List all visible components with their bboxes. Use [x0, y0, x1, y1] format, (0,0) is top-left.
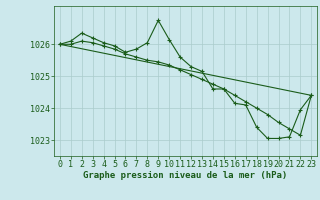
- X-axis label: Graphe pression niveau de la mer (hPa): Graphe pression niveau de la mer (hPa): [84, 171, 288, 180]
